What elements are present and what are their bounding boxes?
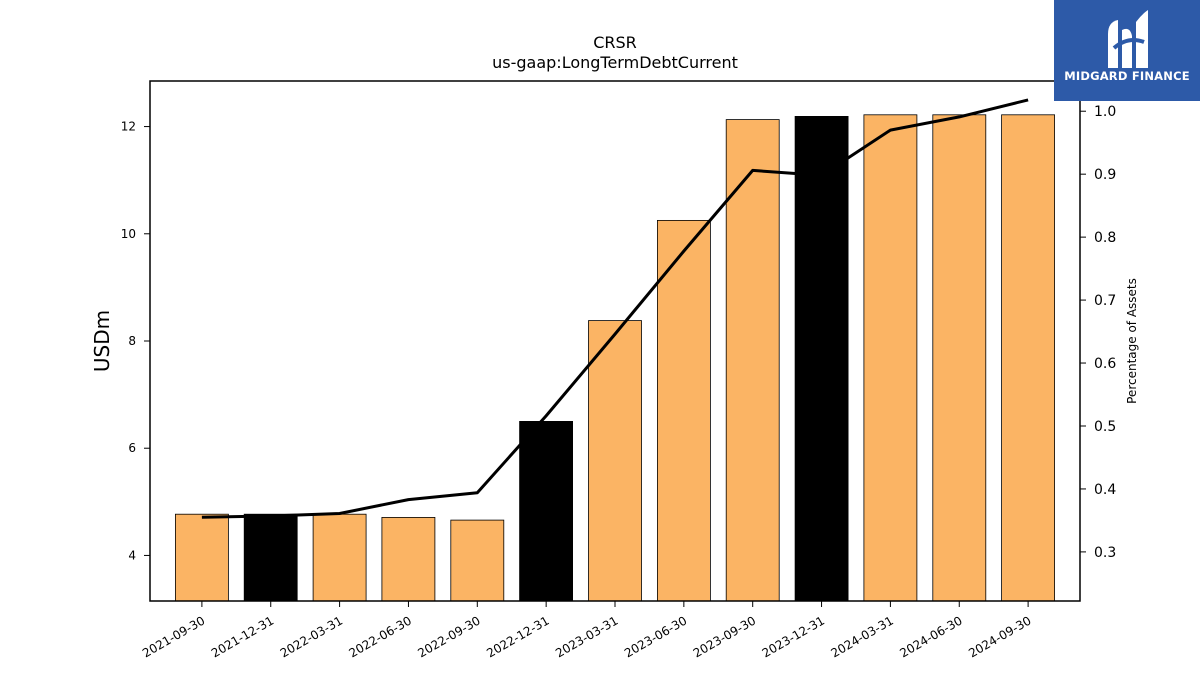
x-axis: 2021-09-30 2021-12-31 2022-03-31 2022-06-30…	[140, 601, 1034, 660]
bar-2022-09-30	[450, 519, 505, 602]
y-left-tick-label: 4	[128, 548, 136, 562]
x-tick-label: 2021-09-30	[140, 613, 207, 660]
y-right-tick-label: 0.7	[1094, 293, 1116, 309]
midgard-logo: MIDGARD FINANCE	[1054, 0, 1200, 101]
bar-2022-03-31	[312, 513, 367, 602]
y-right-tick-label: 0.6	[1094, 356, 1116, 372]
bar-2021-09-30	[174, 513, 229, 602]
x-tick-label: 2023-09-30	[691, 613, 758, 660]
y-right-tick-label: 0.8	[1094, 230, 1116, 246]
x-tick-label: 2023-06-30	[622, 613, 689, 660]
bar-2023-06-30	[657, 219, 711, 602]
y-left-tick-label: 10	[121, 227, 136, 241]
logo-text: MIDGARD FINANCE	[1064, 69, 1190, 83]
y-right-tick-label: 0.5	[1094, 419, 1116, 435]
bar-2024-06-30	[932, 114, 987, 602]
y-right-tick-label: 0.3	[1094, 545, 1116, 561]
bar-2024-09-30	[1001, 114, 1055, 602]
bar-2024-03-31	[863, 114, 918, 602]
y-right-tick-label: 0.4	[1094, 482, 1116, 498]
y-right-tick-label: 1.0	[1094, 104, 1116, 120]
bar-2021-12-31	[243, 513, 298, 602]
y-axis-left: 4 6 8 10 12	[121, 120, 150, 562]
chart-subtitle: us-gaap:LongTermDebtCurrent	[492, 53, 738, 72]
chart-title: CRSR	[593, 33, 637, 52]
y-left-tick-label: 8	[128, 334, 136, 348]
x-tick-label: 2022-09-30	[415, 613, 482, 660]
x-tick-label: 2024-03-31	[828, 613, 895, 660]
line-layer	[201, 98, 1029, 519]
bar-2023-03-31	[588, 320, 642, 602]
line-series-percentage-of-assets	[201, 98, 1029, 519]
x-tick-label: 2022-03-31	[278, 613, 345, 660]
y-axis-right: 0.3 0.4 0.5 0.6 0.7 0.8 0.9 1.0	[1080, 104, 1116, 561]
y-right-tick-label: 0.9	[1094, 167, 1116, 183]
x-tick-label: 2023-12-31	[760, 613, 827, 660]
bar-group	[174, 114, 1055, 602]
y-left-tick-label: 12	[121, 120, 136, 134]
y-axis-left-label: USDm	[90, 310, 114, 372]
y-axis-right-label: Percentage of Assets	[1125, 278, 1139, 404]
bar-2022-12-31	[519, 420, 573, 602]
x-tick-label: 2022-12-31	[484, 613, 551, 660]
x-tick-label: 2024-09-30	[966, 613, 1033, 660]
x-tick-label: 2024-06-30	[897, 613, 964, 660]
bar-2023-12-31	[794, 116, 849, 602]
x-tick-label: 2023-03-31	[553, 613, 620, 660]
bar-2023-09-30	[725, 119, 780, 602]
y-left-tick-label: 6	[128, 441, 136, 455]
x-tick-label: 2022-06-30	[347, 613, 414, 660]
x-tick-label: 2021-12-31	[209, 613, 276, 660]
midgard-logo-icon	[1108, 10, 1148, 68]
bar-2022-06-30	[381, 517, 436, 602]
